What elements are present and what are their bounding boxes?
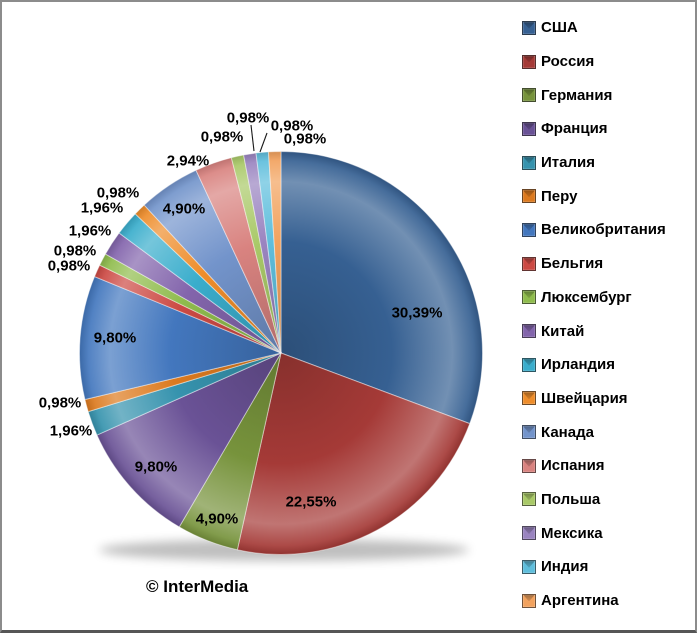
- legend-item-label: Испания: [541, 457, 605, 475]
- legend-item-label: Люксембург: [541, 288, 632, 306]
- slice-value-label-15: 0,98%: [201, 129, 244, 146]
- legend-item-label: Франция: [541, 120, 608, 138]
- legend-item-1: США: [522, 11, 666, 45]
- pie-slice-10: [104, 232, 282, 354]
- legend-swatch-icon: [522, 256, 536, 271]
- legend-swatch-icon: [522, 324, 536, 339]
- pie-slice-2: [236, 352, 471, 555]
- legend-swatch-icon: [522, 20, 536, 35]
- legend-swatch-icon: [522, 54, 536, 69]
- legend-item-label: Россия: [541, 53, 595, 71]
- legend-item-13: Канада: [522, 415, 666, 449]
- legend-item-3: Германия: [522, 78, 666, 112]
- pie-slice-7: [79, 275, 283, 401]
- legend-item-16: Мексика: [522, 516, 666, 550]
- legend-item-label: Индия: [541, 558, 589, 576]
- slice-value-label-18: 0,98%: [284, 131, 327, 148]
- pie-slice-16: [243, 152, 282, 354]
- legend-swatch-icon: [522, 222, 536, 237]
- legend-item-18: Аргентина: [522, 584, 666, 618]
- legend-item-7: Великобритания: [522, 213, 666, 247]
- legend-item-11: Ирландия: [522, 348, 666, 382]
- pie-slice-8: [93, 264, 282, 354]
- legend-item-14: Испания: [522, 449, 666, 483]
- pie-slice-3: [178, 352, 282, 551]
- slice-value-label-8: 0,98%: [48, 258, 91, 275]
- slice-value-label-7: 9,80%: [94, 330, 137, 347]
- legend-swatch-icon: [522, 559, 536, 574]
- pie-slice-4: [96, 351, 283, 528]
- slice-value-label-5: 1,96%: [50, 423, 93, 440]
- pie-slice-13: [143, 169, 282, 354]
- slice-value-label-3: 4,90%: [196, 511, 239, 528]
- watermark: © InterMedia: [146, 577, 249, 596]
- slice-value-label-16: 0,98%: [227, 110, 270, 127]
- pie-slice-5: [87, 352, 282, 436]
- pie-slice-6: [84, 352, 282, 413]
- slice-value-label-4: 9,80%: [135, 459, 178, 476]
- legend-swatch-icon: [522, 357, 536, 372]
- legend-item-label: Китай: [541, 322, 585, 340]
- legend-swatch-icon: [522, 458, 536, 473]
- slice-value-label-13: 4,90%: [163, 201, 206, 218]
- legend-item-label: Швейцария: [541, 389, 628, 407]
- slice-value-label-9: 0,98%: [54, 243, 97, 260]
- legend-swatch-icon: [522, 290, 536, 305]
- legend-item-12: Швейцария: [522, 382, 666, 416]
- legend-item-label: Италия: [541, 154, 595, 172]
- legend-item-2: Россия: [522, 45, 666, 79]
- pie-slice-14: [195, 157, 282, 354]
- legend-item-9: Люксембург: [522, 281, 666, 315]
- slice-value-label-11: 1,96%: [81, 200, 124, 217]
- legend-item-6: Перу: [522, 179, 666, 213]
- legend-item-label: Ирландия: [541, 356, 615, 374]
- legend: США Россия Германия Франция Италия Перу Велико…: [522, 11, 666, 617]
- legend-swatch-icon: [522, 492, 536, 507]
- legend-swatch-icon: [522, 189, 536, 204]
- legend-item-label: Германия: [541, 86, 613, 104]
- legend-item-5: Италия: [522, 146, 666, 180]
- slice-value-label-12: 0,98%: [97, 185, 140, 202]
- pie-slice-1: [280, 150, 483, 425]
- legend-item-4: Франция: [522, 112, 666, 146]
- legend-item-label: Аргентина: [541, 592, 619, 610]
- legend-item-17: Индия: [522, 550, 666, 584]
- pie-slice-17: [255, 151, 282, 354]
- pie-slice-15: [230, 154, 282, 354]
- legend-item-label: Мексика: [541, 524, 603, 542]
- legend-swatch-icon: [522, 593, 536, 608]
- legend-item-label: Перу: [541, 187, 578, 205]
- legend-item-15: Польша: [522, 483, 666, 517]
- legend-item-label: Бельгия: [541, 255, 604, 273]
- legend-swatch-icon: [522, 526, 536, 541]
- pie-slice-11: [118, 213, 282, 354]
- label-leader-line: [250, 124, 255, 152]
- legend-swatch-icon: [522, 121, 536, 136]
- legend-item-label: Польша: [541, 490, 601, 508]
- legend-swatch-icon: [522, 391, 536, 406]
- legend-swatch-icon: [522, 425, 536, 440]
- pie-slice-12: [134, 204, 282, 354]
- legend-item-label: Канада: [541, 423, 594, 441]
- slice-value-label-1: 30,39%: [392, 305, 443, 322]
- legend-item-10: Китай: [522, 314, 666, 348]
- legend-item-label: США: [541, 19, 578, 37]
- slice-value-label-6: 0,98%: [39, 395, 82, 412]
- slice-value-label-17: 0,98%: [271, 118, 314, 135]
- pie-slice-9: [99, 253, 282, 354]
- legend-swatch-icon: [522, 88, 536, 103]
- slice-value-label-10: 1,96%: [69, 223, 112, 240]
- pie-slice-18: [267, 150, 282, 354]
- slice-value-label-2: 22,55%: [286, 494, 337, 511]
- slice-value-label-14: 2,94%: [167, 153, 210, 170]
- legend-item-label: Великобритания: [541, 221, 666, 239]
- legend-swatch-icon: [522, 155, 536, 170]
- legend-item-8: Бельгия: [522, 247, 666, 281]
- label-leader-line: [259, 132, 268, 153]
